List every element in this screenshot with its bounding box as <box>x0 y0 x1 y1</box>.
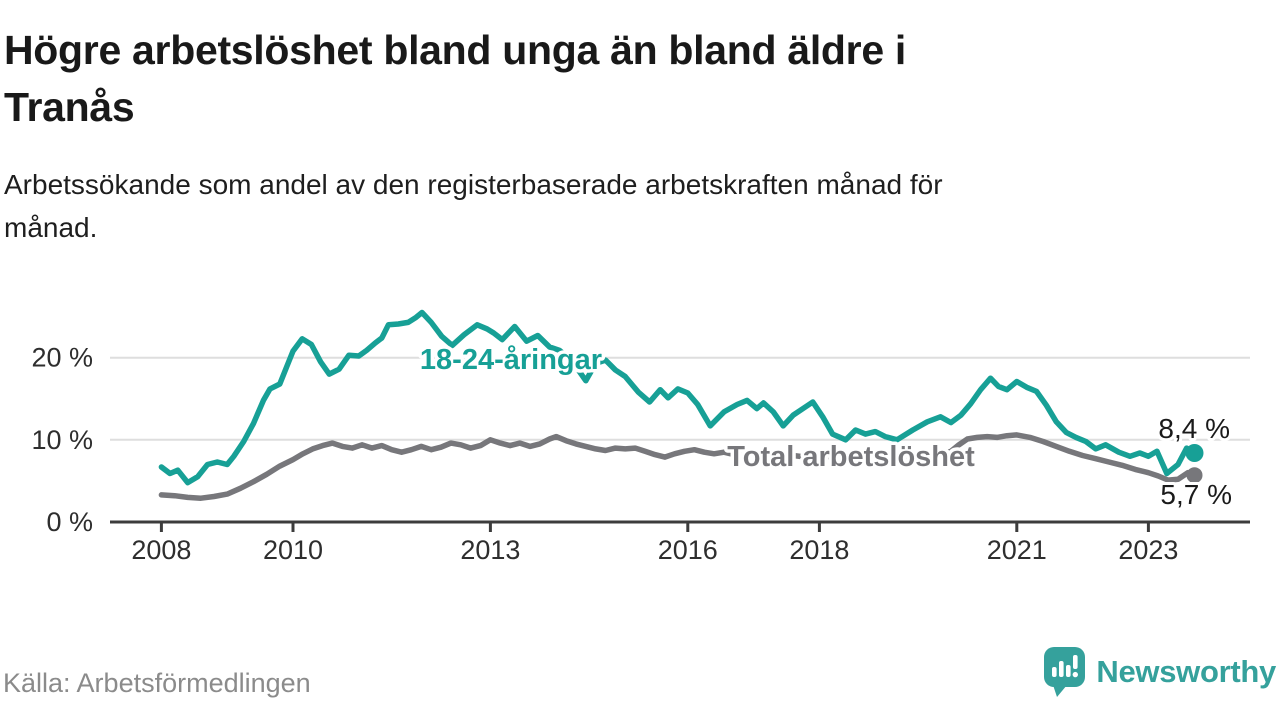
x-tick-label: 2013 <box>460 535 520 565</box>
x-tick-label: 2016 <box>658 535 718 565</box>
series-value-label-1: 5,7 % <box>1160 479 1232 510</box>
y-tick-label: 10 % <box>31 425 93 455</box>
x-tick-label: 2008 <box>131 535 191 565</box>
series-value-label-0: 8,4 % <box>1158 413 1230 444</box>
source-note: Källa: Arbetsförmedlingen <box>3 668 311 698</box>
newsworthy-logo-icon <box>1044 647 1086 697</box>
page-subtitle: Arbetssökande som andel av den registerb… <box>4 169 943 243</box>
x-tick-label: 2021 <box>987 535 1047 565</box>
x-tick-label: 2023 <box>1118 535 1178 565</box>
series-end-dot-1 <box>1186 467 1203 484</box>
series-label-0: 18-24-åringar <box>420 344 602 376</box>
y-tick-label: 0 % <box>46 507 93 537</box>
newsworthy-wordmark: Newsworthy <box>1096 654 1276 689</box>
series-end-dot-0 <box>1185 444 1204 462</box>
x-tick-label: 2018 <box>789 535 849 565</box>
x-tick-label: 2010 <box>263 535 323 565</box>
series-line-1 <box>158 432 1198 501</box>
page-title: Högre arbetslöshet bland unga än bland ä… <box>4 27 907 130</box>
series-label-1: Total arbetslöshet <box>727 441 975 473</box>
y-tick-label: 20 % <box>31 343 93 373</box>
series-line-0 <box>158 309 1198 486</box>
newsworthy-logo: Newsworthy <box>1043 646 1276 698</box>
